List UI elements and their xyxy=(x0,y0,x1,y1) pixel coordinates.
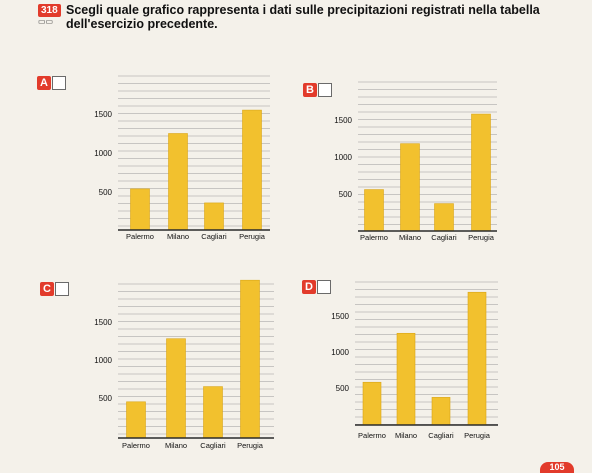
y-tick-label: 500 xyxy=(99,394,113,403)
y-tick-label: 1500 xyxy=(94,318,112,327)
x-category-label: Perugia xyxy=(468,233,495,242)
x-category-label: Cagliari xyxy=(428,431,454,440)
x-category-label: Palermo xyxy=(358,431,386,440)
option-a-letter: A xyxy=(37,76,51,90)
y-tick-label: 1500 xyxy=(334,116,352,125)
x-category-label: Perugia xyxy=(464,431,491,440)
option-b-checkbox[interactable] xyxy=(318,83,332,97)
y-tick-label: 1500 xyxy=(94,110,112,119)
y-tick-label: 1000 xyxy=(94,356,112,365)
x-category-label: Cagliari xyxy=(201,232,227,241)
option-d-checkbox[interactable] xyxy=(317,280,331,294)
x-category-label: Palermo xyxy=(126,232,154,241)
bar-milano xyxy=(396,332,416,426)
x-category-label: Cagliari xyxy=(431,233,457,242)
option-c-checkbox[interactable] xyxy=(55,282,69,296)
page-number: 105 xyxy=(540,462,574,473)
x-category-label: Milano xyxy=(395,431,417,440)
x-category-label: Perugia xyxy=(239,232,266,241)
x-category-label: Palermo xyxy=(360,233,388,242)
y-tick-label: 1500 xyxy=(331,312,349,321)
exercise-type-icon: ▭▭ xyxy=(38,17,54,26)
bar-palermo xyxy=(362,381,382,426)
y-tick-label: 500 xyxy=(336,384,350,393)
x-category-label: Perugia xyxy=(237,441,264,450)
y-tick-label: 1000 xyxy=(334,153,352,162)
bar-cagliari xyxy=(431,397,451,426)
y-tick-label: 1000 xyxy=(331,348,349,357)
y-tick-label: 1000 xyxy=(94,149,112,158)
y-tick-label: 500 xyxy=(339,190,353,199)
exercise-prompt-line-1: Scegli quale grafico rappresenta i dati … xyxy=(66,3,540,17)
x-category-label: Milano xyxy=(167,232,189,241)
y-tick-label: 500 xyxy=(99,188,113,197)
x-category-label: Milano xyxy=(399,233,421,242)
option-a-checkbox[interactable] xyxy=(52,76,66,90)
x-category-label: Palermo xyxy=(122,441,150,450)
exercise-number: 318 xyxy=(38,4,61,17)
exercise-prompt-line-2: dell'esercizio precedente. xyxy=(66,17,218,31)
x-category-label: Cagliari xyxy=(200,441,226,450)
exercise-prompt: Scegli quale grafico rappresenta i dati … xyxy=(66,3,566,31)
bar-perugia xyxy=(467,291,487,426)
x-category-label: Milano xyxy=(165,441,187,450)
option-d-letter: D xyxy=(302,280,316,294)
option-b-letter: B xyxy=(303,83,317,97)
option-c-letter: C xyxy=(40,282,54,296)
